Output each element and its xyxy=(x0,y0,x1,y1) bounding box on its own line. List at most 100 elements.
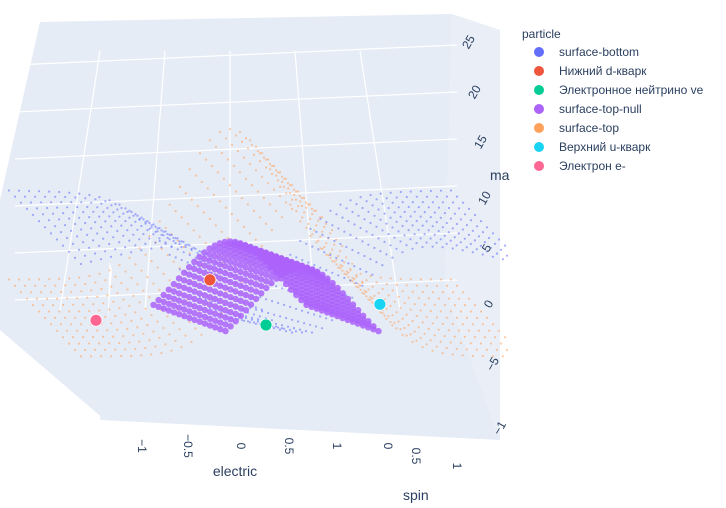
legend-item[interactable]: Нижний d-кварк xyxy=(534,64,647,78)
surface-point xyxy=(120,282,123,285)
surface-point xyxy=(108,199,111,202)
surface-point xyxy=(154,225,157,228)
z-tick-label: 20 xyxy=(465,82,484,101)
x-tick-label: 0.5 xyxy=(282,438,296,455)
surface-point xyxy=(38,190,41,193)
surface-point xyxy=(237,240,244,247)
legend-item[interactable]: Электронное нейтрино ve xyxy=(534,83,704,97)
surface-point xyxy=(391,201,394,204)
surface-point xyxy=(76,297,79,300)
surface-point xyxy=(201,249,208,256)
surface-point xyxy=(405,220,408,223)
surface-point xyxy=(227,286,234,293)
surface-point xyxy=(134,244,137,247)
surface-point xyxy=(140,224,143,228)
surface-point xyxy=(429,309,432,313)
surface-point xyxy=(431,322,434,325)
surface-point xyxy=(242,307,250,314)
surface-point xyxy=(174,242,177,245)
marker-Электрон e-[interactable] xyxy=(89,313,103,327)
surface-point xyxy=(313,313,316,316)
surface-point xyxy=(497,329,501,332)
surface-point xyxy=(172,239,175,243)
surface-point xyxy=(240,197,243,200)
surface-point xyxy=(206,301,214,308)
surface-point xyxy=(168,279,171,282)
marker-Нижний d-кварк[interactable] xyxy=(203,273,217,287)
surface-point xyxy=(114,275,117,278)
surface-point xyxy=(305,242,308,245)
surface-point xyxy=(148,339,151,342)
surface-point xyxy=(429,339,432,342)
surface-point xyxy=(249,139,252,142)
surface-point xyxy=(211,259,218,266)
surface-point xyxy=(375,281,378,284)
surface-point xyxy=(379,311,382,314)
surface-point xyxy=(201,299,208,306)
surface-point xyxy=(237,262,244,269)
surface-point xyxy=(303,211,306,214)
surface-point xyxy=(351,262,354,265)
grid-line-z xyxy=(14,185,458,207)
surface-point xyxy=(56,206,59,209)
legend-item[interactable]: surface-bottom xyxy=(534,45,639,59)
surface-point xyxy=(191,273,198,280)
z-tick-label: 10 xyxy=(475,188,494,207)
surface-point xyxy=(349,233,352,236)
surface-point xyxy=(333,239,336,243)
surface-point xyxy=(160,291,167,299)
surface-point xyxy=(509,343,510,345)
surface-point xyxy=(248,162,252,166)
surface-point xyxy=(385,253,388,256)
surface-point xyxy=(158,237,161,240)
surface-point xyxy=(211,242,218,249)
y-tick-label: 0.5 xyxy=(409,448,423,465)
surface-point xyxy=(387,233,390,236)
surface-point xyxy=(170,245,173,248)
surface-point xyxy=(196,297,203,305)
surface-point xyxy=(34,284,37,287)
surface-point xyxy=(237,312,244,319)
surface-point xyxy=(522,263,524,265)
marker-Электронное нейтрино ve[interactable] xyxy=(259,318,273,332)
surface-point xyxy=(393,300,396,303)
surface-point xyxy=(83,348,87,352)
series-surface-top-null[interactable] xyxy=(150,238,382,335)
surface-point xyxy=(279,185,282,188)
surface-point xyxy=(96,206,99,209)
surface-point xyxy=(421,290,424,294)
surface-point xyxy=(431,245,434,248)
surface-point xyxy=(158,220,161,223)
surface-point xyxy=(437,229,440,233)
surface-point xyxy=(445,221,448,225)
surface-point xyxy=(247,301,255,308)
surface-point xyxy=(222,177,225,180)
legend-item[interactable]: Электрон e- xyxy=(534,159,626,173)
surface-point xyxy=(228,184,231,187)
surface-point xyxy=(516,257,518,259)
surface-point xyxy=(271,300,274,303)
surface-point xyxy=(52,304,55,307)
surface-point xyxy=(359,267,362,271)
surface-point xyxy=(98,272,101,275)
left-wall xyxy=(0,22,112,420)
legend-item[interactable]: surface-top xyxy=(534,121,619,135)
surface-point xyxy=(165,307,173,314)
surface-point xyxy=(256,320,259,323)
legend[interactable]: particle surface-bottom Нижний d-кварк Эле… xyxy=(522,27,704,173)
legend-item[interactable]: Верхний u-кварк xyxy=(534,140,651,154)
surface-point xyxy=(425,220,428,223)
surface-point xyxy=(217,297,224,305)
surface-point xyxy=(184,192,187,195)
surface-point xyxy=(445,195,449,198)
surface-point xyxy=(272,188,276,191)
surface-point xyxy=(217,326,224,333)
surface-point xyxy=(329,311,336,318)
surface-point xyxy=(216,254,224,262)
legend-item[interactable]: surface-top-null xyxy=(534,102,642,116)
surface-point xyxy=(401,224,404,228)
marker-Верхний u-кварк[interactable] xyxy=(373,297,387,311)
surface-point xyxy=(186,222,189,225)
z-tick-label-lower: −5 xyxy=(483,354,502,373)
